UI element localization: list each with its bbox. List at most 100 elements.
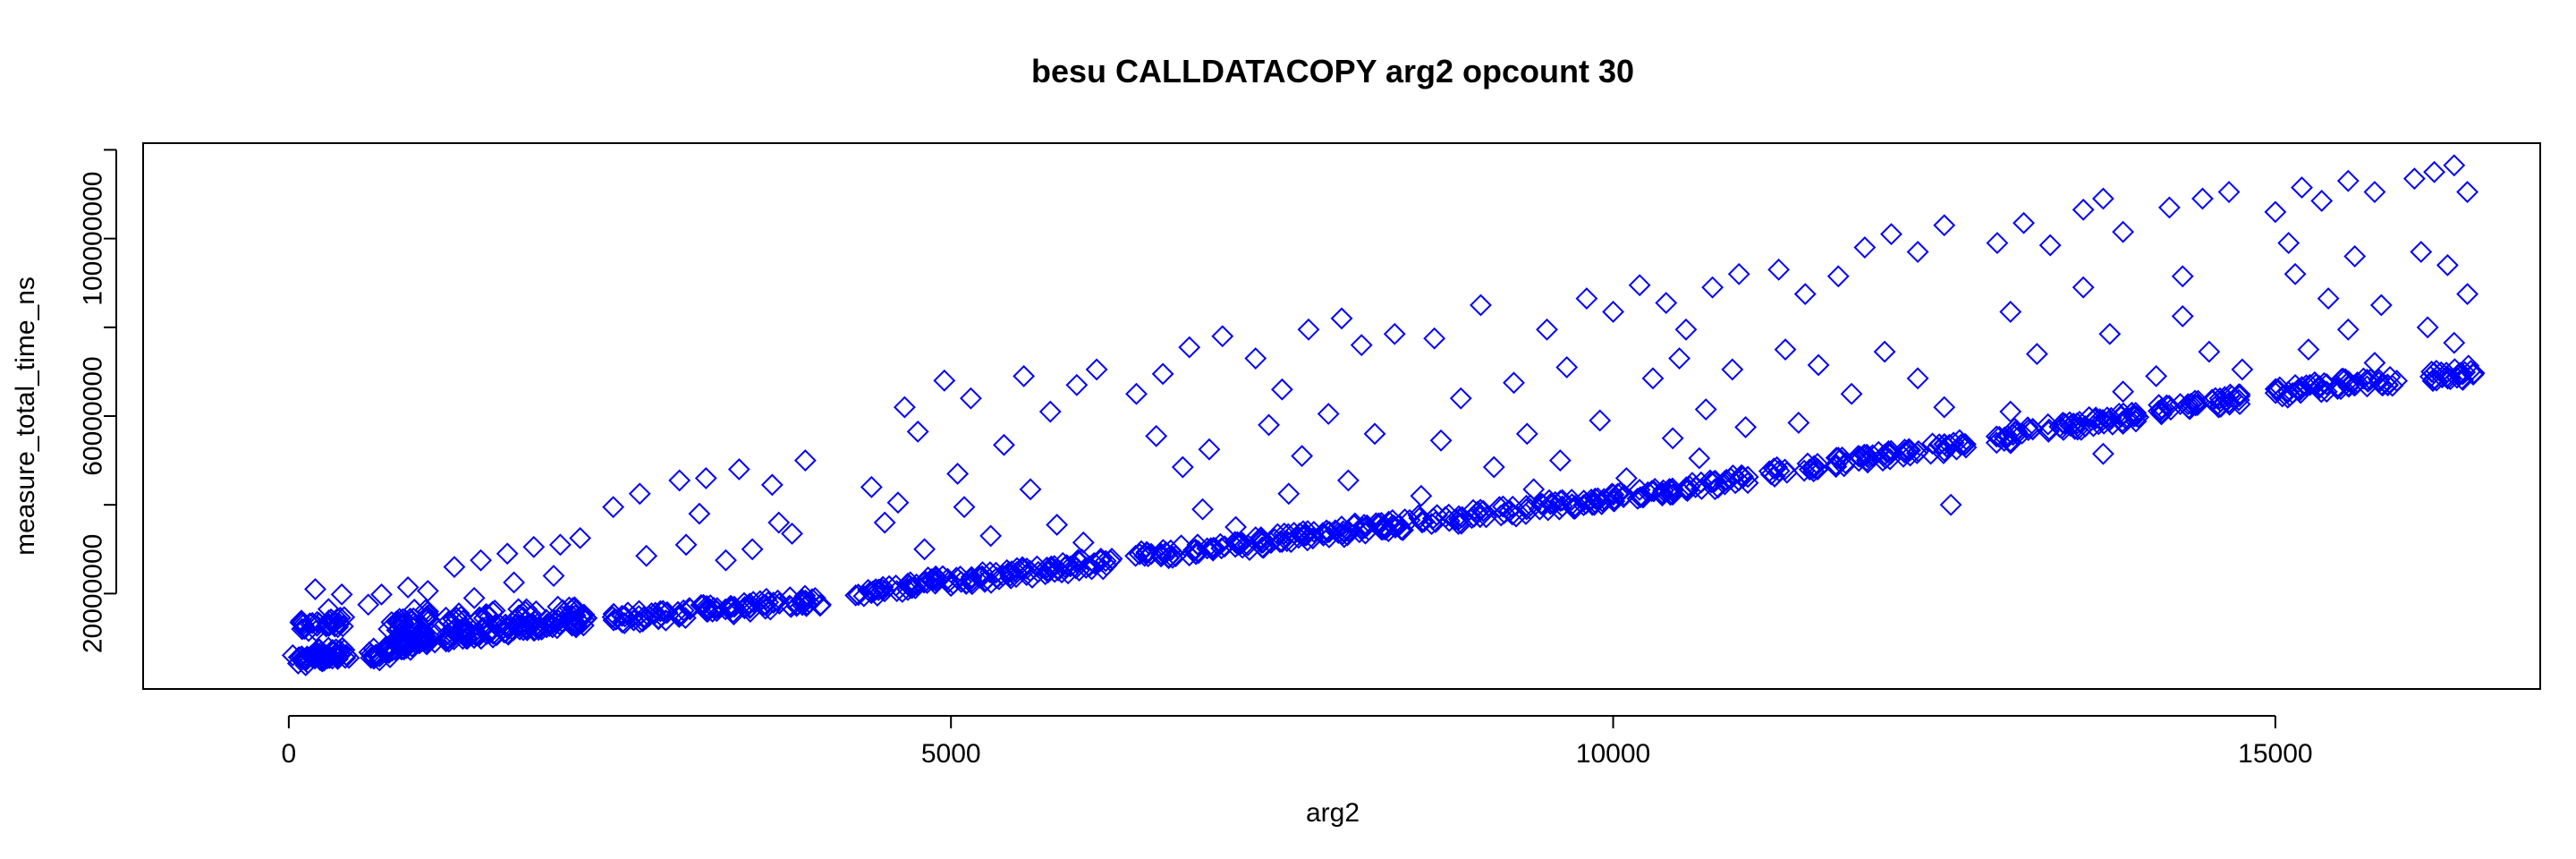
data-point xyxy=(1999,301,2022,323)
data-point xyxy=(628,482,651,506)
data-point xyxy=(1802,460,1826,483)
data-point xyxy=(694,467,717,489)
data-point xyxy=(1151,362,1174,386)
data-point xyxy=(1470,293,1492,317)
data-point xyxy=(705,600,728,623)
data-point xyxy=(1722,464,1744,487)
data-point xyxy=(512,606,535,629)
data-point xyxy=(688,502,711,525)
data-point xyxy=(905,573,928,596)
data-point xyxy=(483,600,506,622)
data-point xyxy=(2336,169,2360,192)
data-point xyxy=(1068,559,1090,582)
data-point xyxy=(1363,422,1386,446)
data-point xyxy=(674,533,698,557)
data-point xyxy=(1250,532,1273,554)
data-point xyxy=(2443,331,2466,354)
data-point xyxy=(1426,504,1449,527)
data-point xyxy=(1766,455,1789,479)
data-point xyxy=(508,605,531,627)
data-point xyxy=(2198,340,2221,363)
data-point xyxy=(2204,387,2227,410)
data-point xyxy=(475,623,498,646)
data-point xyxy=(2012,211,2035,234)
data-point xyxy=(1987,425,2011,448)
data-point xyxy=(1651,482,1674,506)
data-point xyxy=(323,615,346,638)
data-point xyxy=(906,420,929,443)
data-point xyxy=(333,638,356,661)
data-point xyxy=(1792,459,1816,482)
data-point xyxy=(1423,327,1446,350)
data-point xyxy=(2092,412,2115,435)
data-point xyxy=(2150,403,2173,426)
data-point xyxy=(503,571,525,594)
data-point xyxy=(2037,421,2060,443)
data-point xyxy=(979,524,1003,548)
data-point xyxy=(2271,385,2294,408)
data-point xyxy=(1614,467,1638,489)
data-point xyxy=(569,526,592,549)
data-point xyxy=(2159,398,2182,421)
data-point xyxy=(2099,406,2123,430)
data-point xyxy=(1787,412,1810,434)
data-point xyxy=(690,593,713,617)
data-point xyxy=(1555,356,1579,378)
data-point xyxy=(1762,457,1785,481)
data-point xyxy=(2219,383,2241,406)
data-point xyxy=(1171,455,1194,479)
data-point xyxy=(2016,416,2039,439)
data-point xyxy=(1043,560,1066,583)
data-point xyxy=(407,631,430,654)
data-point xyxy=(916,572,938,594)
x-tick-label: 5000 xyxy=(921,739,981,769)
data-point xyxy=(993,433,1015,456)
data-point xyxy=(462,586,486,609)
x-tick-label: 0 xyxy=(282,739,297,769)
data-point xyxy=(755,587,778,610)
data-point xyxy=(1678,475,1701,498)
y-tick-label: 60000000 xyxy=(79,356,108,475)
data-point xyxy=(809,593,832,617)
data-point xyxy=(945,566,968,590)
data-point xyxy=(337,646,360,669)
data-point xyxy=(2289,381,2312,404)
data-point xyxy=(1157,546,1181,569)
data-point xyxy=(2308,375,2331,398)
data-point xyxy=(896,578,919,601)
data-point xyxy=(1933,395,1956,419)
data-point xyxy=(1826,265,1850,288)
data-point xyxy=(1368,512,1390,535)
data-point xyxy=(924,569,947,592)
data-point xyxy=(1273,522,1296,545)
data-point xyxy=(1840,382,1863,405)
data-point xyxy=(2158,196,2181,219)
data-point xyxy=(1897,439,1920,463)
data-point xyxy=(2336,318,2360,341)
data-point xyxy=(936,567,959,591)
data-point xyxy=(1330,307,1353,330)
data-point xyxy=(562,597,585,619)
data-point xyxy=(1291,445,1313,468)
data-point xyxy=(2148,394,2170,417)
data-point xyxy=(414,632,437,655)
data-point xyxy=(2443,154,2466,177)
data-point xyxy=(2191,187,2214,210)
data-point xyxy=(2072,276,2095,299)
data-point xyxy=(701,600,724,623)
data-point xyxy=(1381,514,1404,537)
y-axis: 20000000 60000000 100000000 xyxy=(79,149,117,653)
data-point xyxy=(1855,443,1878,466)
data-point xyxy=(357,593,380,617)
data-point xyxy=(1907,439,1930,463)
data-point xyxy=(547,595,570,618)
data-point xyxy=(2402,167,2426,191)
data-point xyxy=(1536,318,1558,341)
data-point xyxy=(1871,449,1894,472)
data-point xyxy=(970,565,994,588)
data-point xyxy=(885,574,908,597)
data-point xyxy=(1350,334,1373,357)
data-point xyxy=(1589,409,1612,432)
data-point xyxy=(1034,563,1057,586)
data-point xyxy=(538,615,561,638)
